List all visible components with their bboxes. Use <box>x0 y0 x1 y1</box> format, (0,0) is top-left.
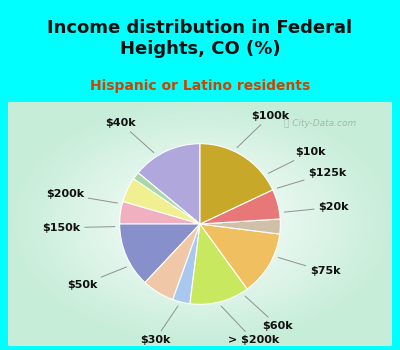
Wedge shape <box>200 190 280 224</box>
Text: $20k: $20k <box>284 202 349 212</box>
Text: $30k: $30k <box>140 306 178 345</box>
Wedge shape <box>190 224 247 304</box>
Wedge shape <box>200 144 273 224</box>
Wedge shape <box>138 144 200 224</box>
Text: $125k: $125k <box>277 168 346 188</box>
Text: $60k: $60k <box>245 296 293 331</box>
Wedge shape <box>120 202 200 224</box>
Text: $75k: $75k <box>278 258 340 277</box>
Wedge shape <box>145 224 200 300</box>
Text: $40k: $40k <box>105 118 154 153</box>
Wedge shape <box>134 173 200 224</box>
Text: $50k: $50k <box>67 267 126 290</box>
Text: $10k: $10k <box>268 147 326 173</box>
Text: ⓘ City-Data.com: ⓘ City-Data.com <box>284 119 357 128</box>
Text: $150k: $150k <box>42 223 115 233</box>
Wedge shape <box>173 224 200 304</box>
Text: $200k: $200k <box>46 189 118 203</box>
Wedge shape <box>120 224 200 282</box>
Text: Hispanic or Latino residents: Hispanic or Latino residents <box>90 79 310 93</box>
Text: > $200k: > $200k <box>221 306 279 345</box>
Text: Income distribution in Federal
Heights, CO (%): Income distribution in Federal Heights, … <box>48 19 352 58</box>
Text: $100k: $100k <box>237 111 289 148</box>
Wedge shape <box>123 179 200 224</box>
Wedge shape <box>200 219 280 234</box>
Wedge shape <box>200 224 280 289</box>
